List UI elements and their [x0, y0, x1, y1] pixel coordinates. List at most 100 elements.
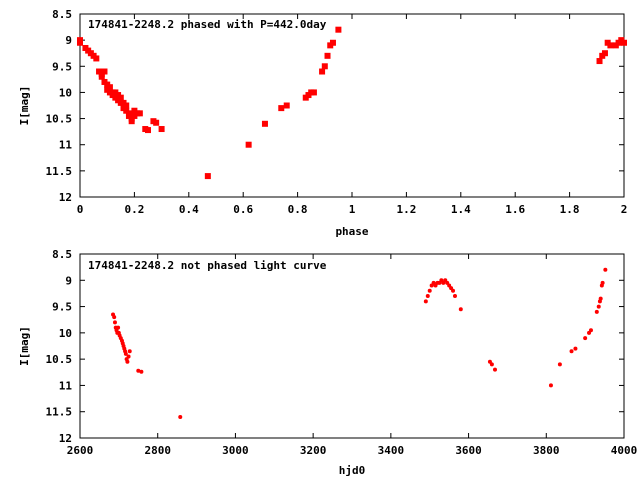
data-point: [106, 84, 113, 91]
plot-frame: [79, 13, 625, 198]
x-tick-label: 0.2: [124, 203, 144, 216]
x-tick-label: 0: [77, 203, 84, 216]
data-series: [77, 26, 627, 180]
data-point: [112, 315, 117, 320]
data-point: [557, 362, 562, 367]
data-point: [158, 126, 165, 133]
data-point: [458, 307, 463, 312]
x-tick-label: 1.4: [451, 203, 471, 216]
y-tick-label: 8.5: [52, 8, 72, 21]
data-point: [283, 102, 290, 109]
data-point: [492, 367, 497, 372]
y-tick-label: 10: [59, 86, 72, 99]
x-tick-label: 3800: [533, 444, 560, 457]
data-point: [594, 309, 599, 314]
data-point: [123, 102, 130, 109]
x-tick-label: 0.6: [233, 203, 253, 216]
data-point: [126, 354, 131, 359]
y-tick-label: 9.5: [52, 301, 72, 314]
y-tick-label: 10.5: [46, 113, 73, 126]
data-point: [153, 119, 160, 126]
data-point: [600, 280, 605, 285]
data-point: [112, 320, 117, 325]
data-point: [335, 26, 342, 33]
data-point: [101, 68, 108, 75]
y-tick-label: 12: [59, 191, 72, 204]
x-tick-label: 2800: [144, 444, 171, 457]
data-point: [136, 368, 141, 373]
y-tick-label: 11.5: [46, 165, 73, 178]
chart-title: 174841-2248.2 not phased light curve: [88, 259, 327, 272]
x-axis-label: hjd0: [339, 464, 366, 477]
data-point: [583, 336, 588, 341]
data-point: [310, 89, 317, 96]
x-tick-label: 3000: [222, 444, 249, 457]
data-point: [136, 110, 143, 117]
data-point: [603, 267, 608, 272]
data-point: [427, 288, 432, 293]
x-tick-label: 4000: [611, 444, 638, 457]
y-tick-label: 12: [59, 432, 72, 445]
data-point: [204, 173, 211, 180]
data-point: [93, 55, 100, 62]
y-tick-label: 9: [65, 34, 72, 47]
data-point: [77, 39, 83, 46]
x-tick-label: 1: [349, 203, 356, 216]
data-point: [139, 369, 144, 374]
y-axis-label: I[mag]: [18, 86, 31, 126]
x-tick-label: 2600: [67, 444, 94, 457]
data-point: [321, 63, 328, 70]
x-tick-label: 3400: [378, 444, 405, 457]
chart-title: 174841-2248.2 phased with P=442.0day: [88, 18, 327, 31]
x-tick-label: 1.2: [396, 203, 416, 216]
x-tick-label: 1.8: [560, 203, 580, 216]
data-point: [548, 383, 553, 388]
data-point: [145, 127, 151, 134]
data-point: [117, 94, 124, 101]
x-tick-label: 0.4: [179, 203, 199, 216]
data-series: [111, 267, 608, 419]
x-tick-label: 2: [621, 203, 628, 216]
data-point: [423, 299, 428, 304]
phased-light-curve-panel: 0 0.2 0.4 0.6 0.8 1 1.2 1.4 1.6 1.8 2 8.5 9 9.5 10 10.5…: [18, 8, 627, 238]
y-tick-label: 10.5: [46, 353, 73, 366]
data-point: [278, 105, 285, 112]
data-point: [127, 349, 132, 354]
y-tick-label: 11: [59, 139, 73, 152]
y-tick-label: 10: [59, 327, 72, 340]
data-point: [319, 68, 326, 75]
data-point: [128, 118, 135, 125]
data-point: [178, 414, 183, 419]
data-point: [607, 42, 614, 49]
data-point: [596, 304, 601, 309]
data-point: [245, 141, 252, 148]
unphased-light-curve-panel: 2600 2800 3000 3200 3400 3600 3800 4000 8.5 9 9.5 1…: [18, 248, 637, 477]
x-tick-label: 0.8: [288, 203, 308, 216]
y-tick-label: 9.5: [52, 60, 72, 73]
data-point: [116, 325, 121, 330]
data-point: [125, 359, 130, 364]
data-point: [596, 58, 603, 65]
data-point: [123, 351, 128, 356]
y-tick-label: 8.5: [52, 248, 72, 261]
x-tick-label: 3600: [455, 444, 482, 457]
data-point: [324, 52, 331, 59]
y-tick-label: 11: [59, 379, 73, 392]
data-point: [451, 288, 456, 293]
x-tick-label: 1.6: [505, 203, 525, 216]
y-tick-label: 9: [65, 274, 72, 287]
data-point: [601, 50, 608, 57]
data-point: [573, 346, 578, 351]
data-point: [98, 73, 105, 80]
data-point: [569, 349, 574, 354]
data-point: [489, 362, 494, 367]
data-point: [261, 120, 268, 127]
data-point: [621, 39, 627, 46]
x-tick-label: 3200: [300, 444, 327, 457]
data-point: [329, 39, 336, 46]
plot-frame: [79, 253, 625, 439]
data-point: [452, 294, 457, 299]
y-axis-label: I[mag]: [18, 326, 31, 366]
data-point: [588, 328, 593, 333]
